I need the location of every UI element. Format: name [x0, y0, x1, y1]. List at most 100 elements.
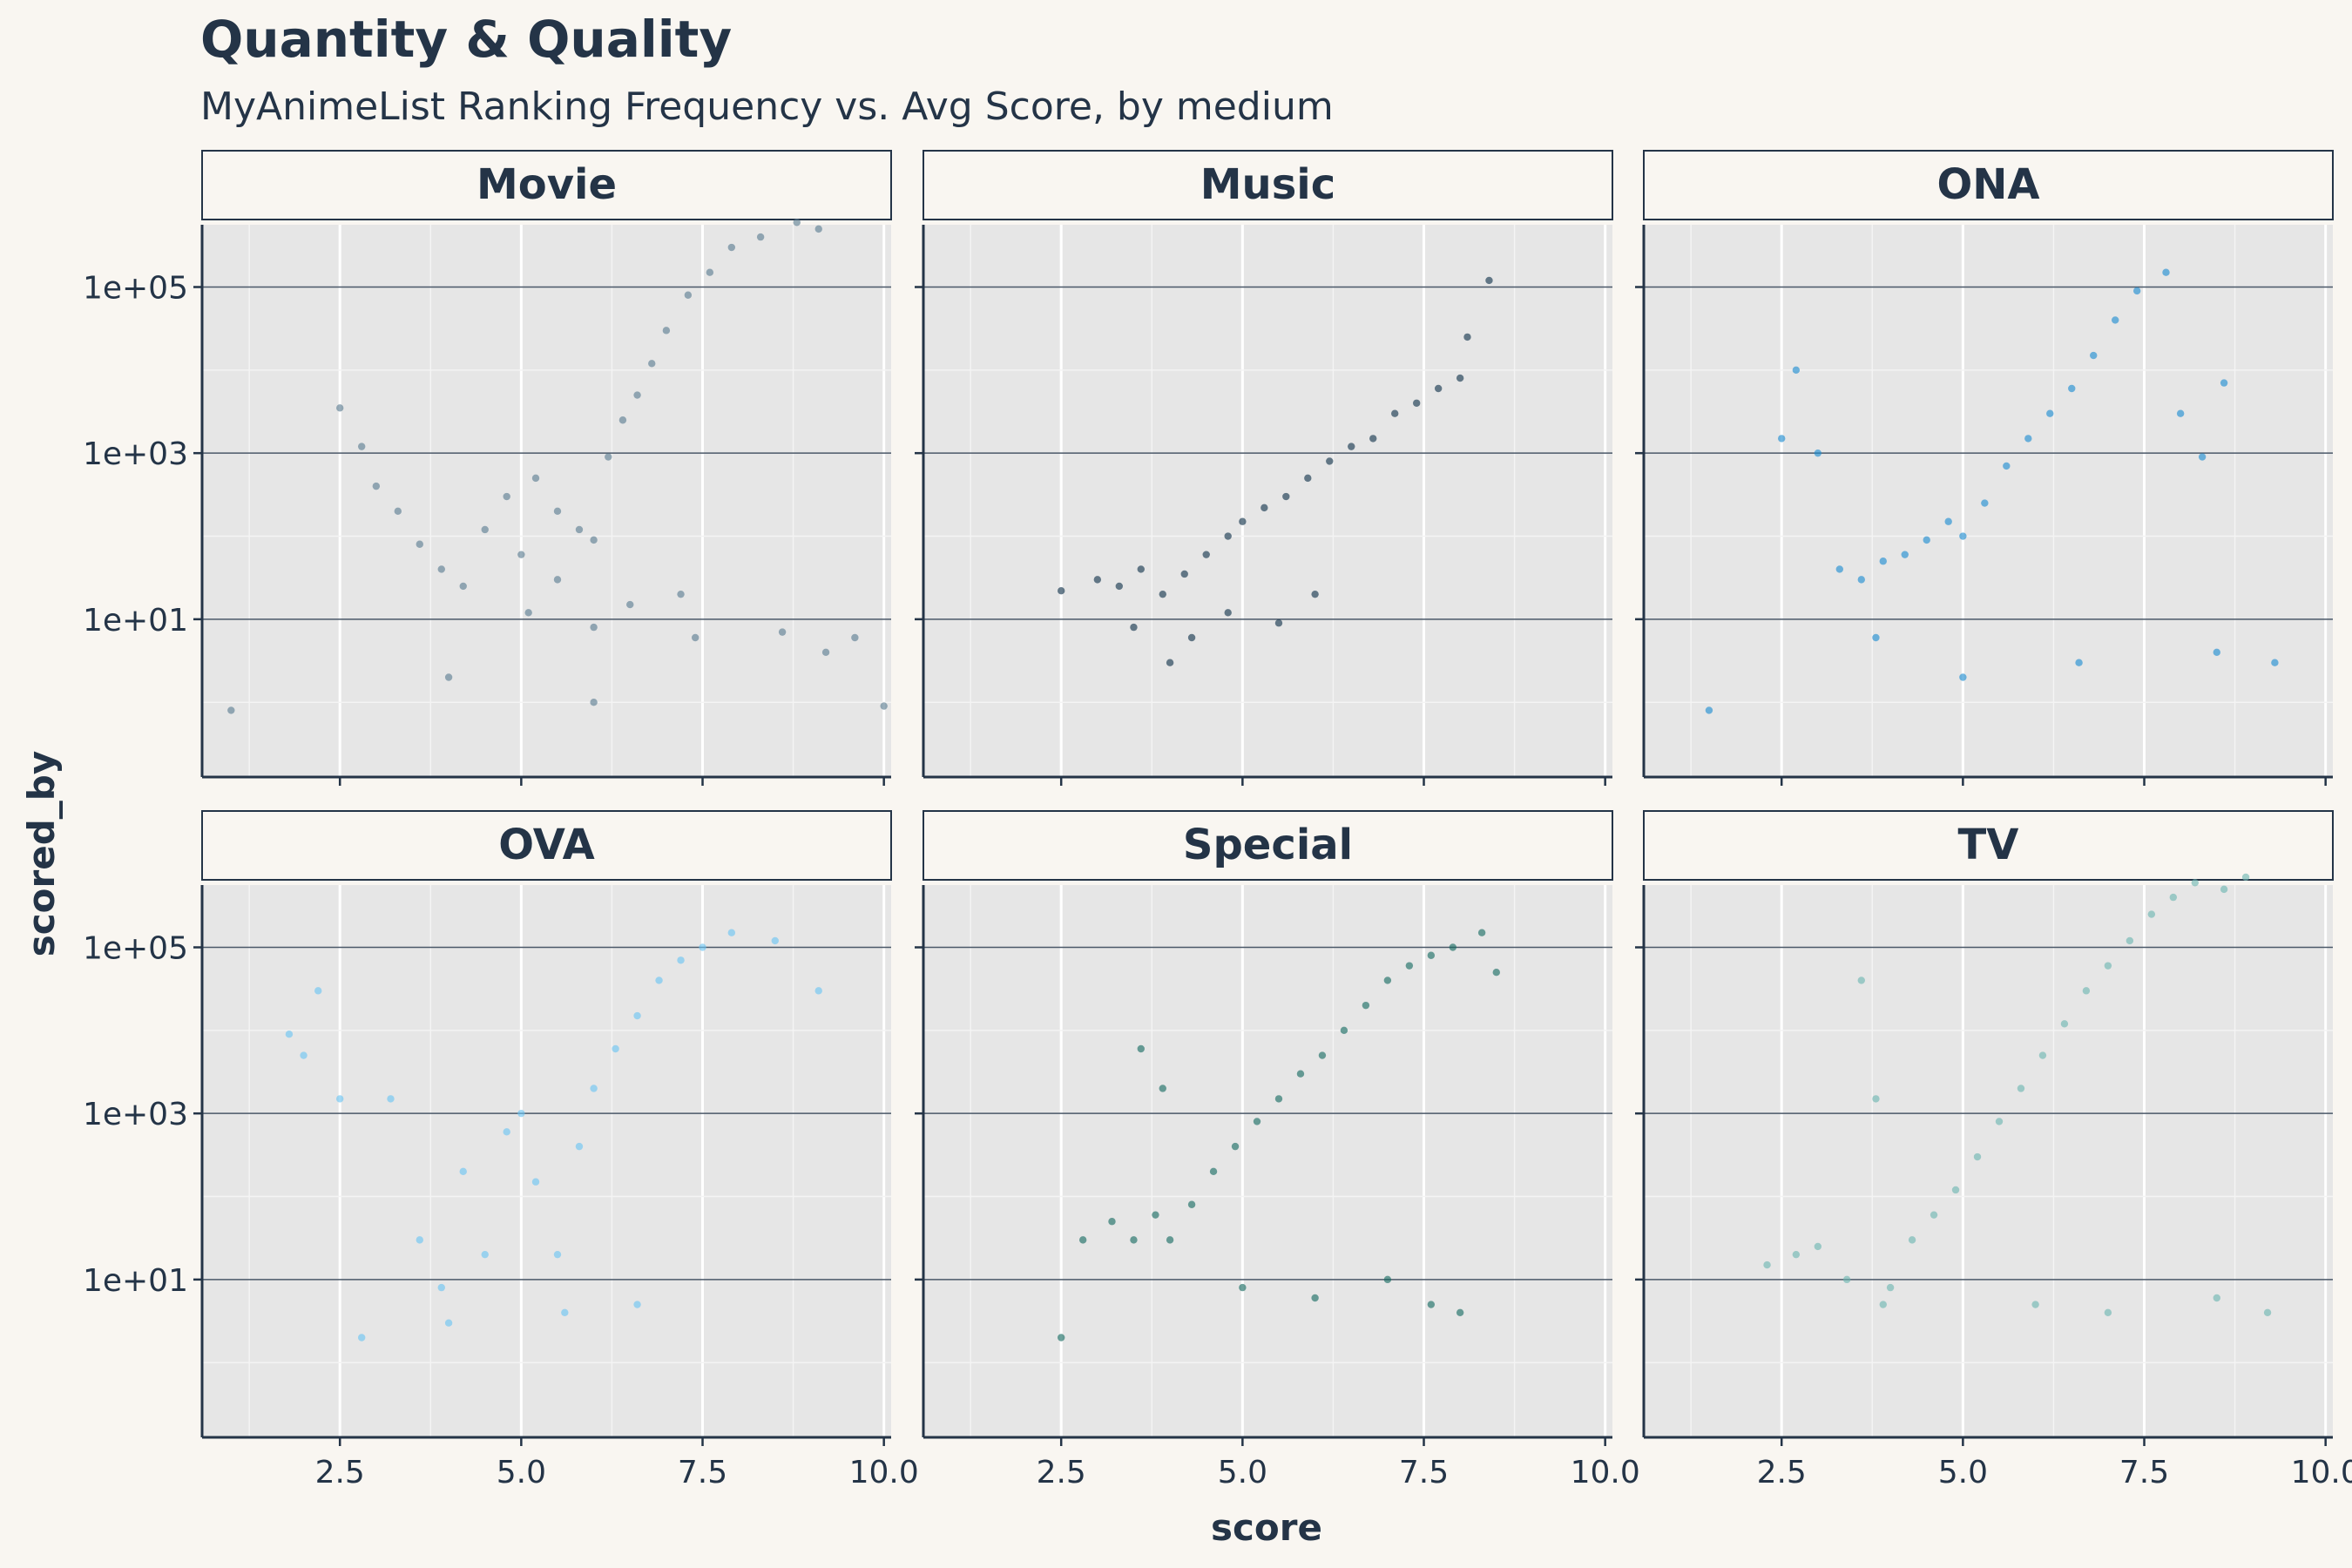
data-point: [300, 1051, 308, 1059]
data-point: [336, 1095, 344, 1103]
data-point: [531, 474, 540, 483]
data-point: [1886, 1283, 1895, 1292]
data-points: [227, 219, 888, 714]
x-tick-label: 5.0: [1938, 1455, 1988, 1490]
data-point: [517, 1109, 525, 1118]
data-point: [416, 1236, 423, 1244]
y-tick-label: 1e+01: [83, 603, 188, 639]
data-points: [1763, 873, 2272, 1316]
facet-strip: [201, 150, 892, 220]
data-point: [1369, 435, 1377, 443]
facet-strip-label: OVA: [498, 821, 595, 869]
facet-strip-label: ONA: [1936, 160, 2039, 209]
data-point: [677, 590, 685, 598]
data-point: [561, 1308, 569, 1316]
data-point: [633, 1301, 641, 1308]
data-point: [1792, 366, 1801, 375]
data-point: [1842, 1275, 1851, 1284]
data-point: [2068, 384, 2076, 393]
x-tick-label: 7.5: [2119, 1455, 2169, 1490]
x-tick-label: 5.0: [497, 1455, 546, 1490]
data-point: [1130, 1236, 1138, 1244]
y-tick-label: 1e+01: [83, 1263, 188, 1299]
data-point: [1456, 374, 1464, 382]
data-point: [851, 633, 859, 642]
data-point: [503, 1128, 510, 1136]
data-point: [1166, 659, 1174, 666]
data-point: [481, 525, 489, 534]
data-point: [1239, 517, 1247, 525]
data-point: [2162, 268, 2170, 276]
data-point: [1093, 576, 1102, 584]
data-point: [1108, 1218, 1116, 1226]
data-point: [1923, 536, 1930, 544]
data-point: [336, 404, 344, 412]
data-point: [1981, 499, 1989, 507]
data-point: [2126, 936, 2134, 945]
x-tick-label: 2.5: [315, 1455, 365, 1490]
data-point: [1296, 1070, 1305, 1078]
y-axis-title: scored_by: [20, 751, 63, 956]
data-point: [2031, 1301, 2039, 1308]
data-point: [1427, 951, 1436, 959]
data-point: [357, 1334, 366, 1342]
data-point: [684, 291, 693, 299]
data-point: [1391, 409, 1399, 417]
data-point: [553, 576, 562, 584]
data-point: [1763, 1260, 1771, 1269]
data-point: [2220, 885, 2228, 894]
facet-panel-tv: TV 2.5 5.0 7.5 10.0: [1635, 810, 2352, 1490]
data-point: [387, 1095, 395, 1103]
data-point: [503, 492, 510, 501]
data-point: [1137, 1044, 1145, 1053]
data-point: [2176, 409, 2185, 417]
data-point: [2132, 287, 2141, 295]
data-point: [1348, 443, 1355, 450]
data-point: [553, 507, 562, 516]
data-point: [1872, 633, 1880, 642]
data-point: [1137, 565, 1145, 573]
x-tick-label: 2.5: [1757, 1455, 1807, 1490]
data-point: [662, 327, 671, 335]
data-point: [727, 929, 736, 936]
data-point: [2104, 1308, 2112, 1316]
data-point: [1239, 1283, 1247, 1292]
data-point: [1304, 474, 1312, 483]
data-point: [459, 1167, 467, 1176]
data-point: [1835, 565, 1844, 573]
data-point: [459, 582, 467, 591]
facet-panel-ova: OVA 2.5 5.0 7.5 10.0 1e+01 1e+03 1e+05: [83, 810, 919, 1490]
plot-background: [1644, 885, 2333, 1437]
data-point: [771, 936, 779, 945]
data-point: [2024, 435, 2032, 443]
data-point: [1274, 1095, 1283, 1103]
x-tick-label: 2.5: [1037, 1455, 1086, 1490]
facet-strip: [1643, 810, 2334, 881]
data-point: [1224, 609, 1232, 617]
data-point: [1274, 619, 1283, 627]
data-point: [1705, 706, 1713, 714]
data-point: [314, 987, 322, 995]
data-point: [444, 673, 453, 681]
plot-background: [202, 885, 891, 1437]
data-point: [1166, 1236, 1174, 1244]
data-point: [590, 698, 598, 706]
data-point: [394, 507, 402, 516]
data-points: [285, 929, 822, 1342]
data-point: [1456, 1308, 1464, 1316]
data-point: [1492, 969, 1500, 977]
x-tick-label: 10.0: [2291, 1455, 2352, 1490]
data-points: [1058, 929, 1500, 1342]
data-point: [1959, 532, 1967, 540]
data-point: [1944, 517, 1952, 525]
data-point: [2213, 648, 2220, 656]
data-point: [756, 233, 765, 241]
facet-strip-label: Movie: [476, 160, 617, 209]
data-point: [1434, 384, 1443, 393]
data-point: [1209, 1167, 1218, 1176]
x-tick-label: 7.5: [678, 1455, 727, 1490]
data-point: [1814, 449, 1822, 457]
data-point: [1326, 457, 1334, 465]
data-point: [2060, 1020, 2069, 1028]
